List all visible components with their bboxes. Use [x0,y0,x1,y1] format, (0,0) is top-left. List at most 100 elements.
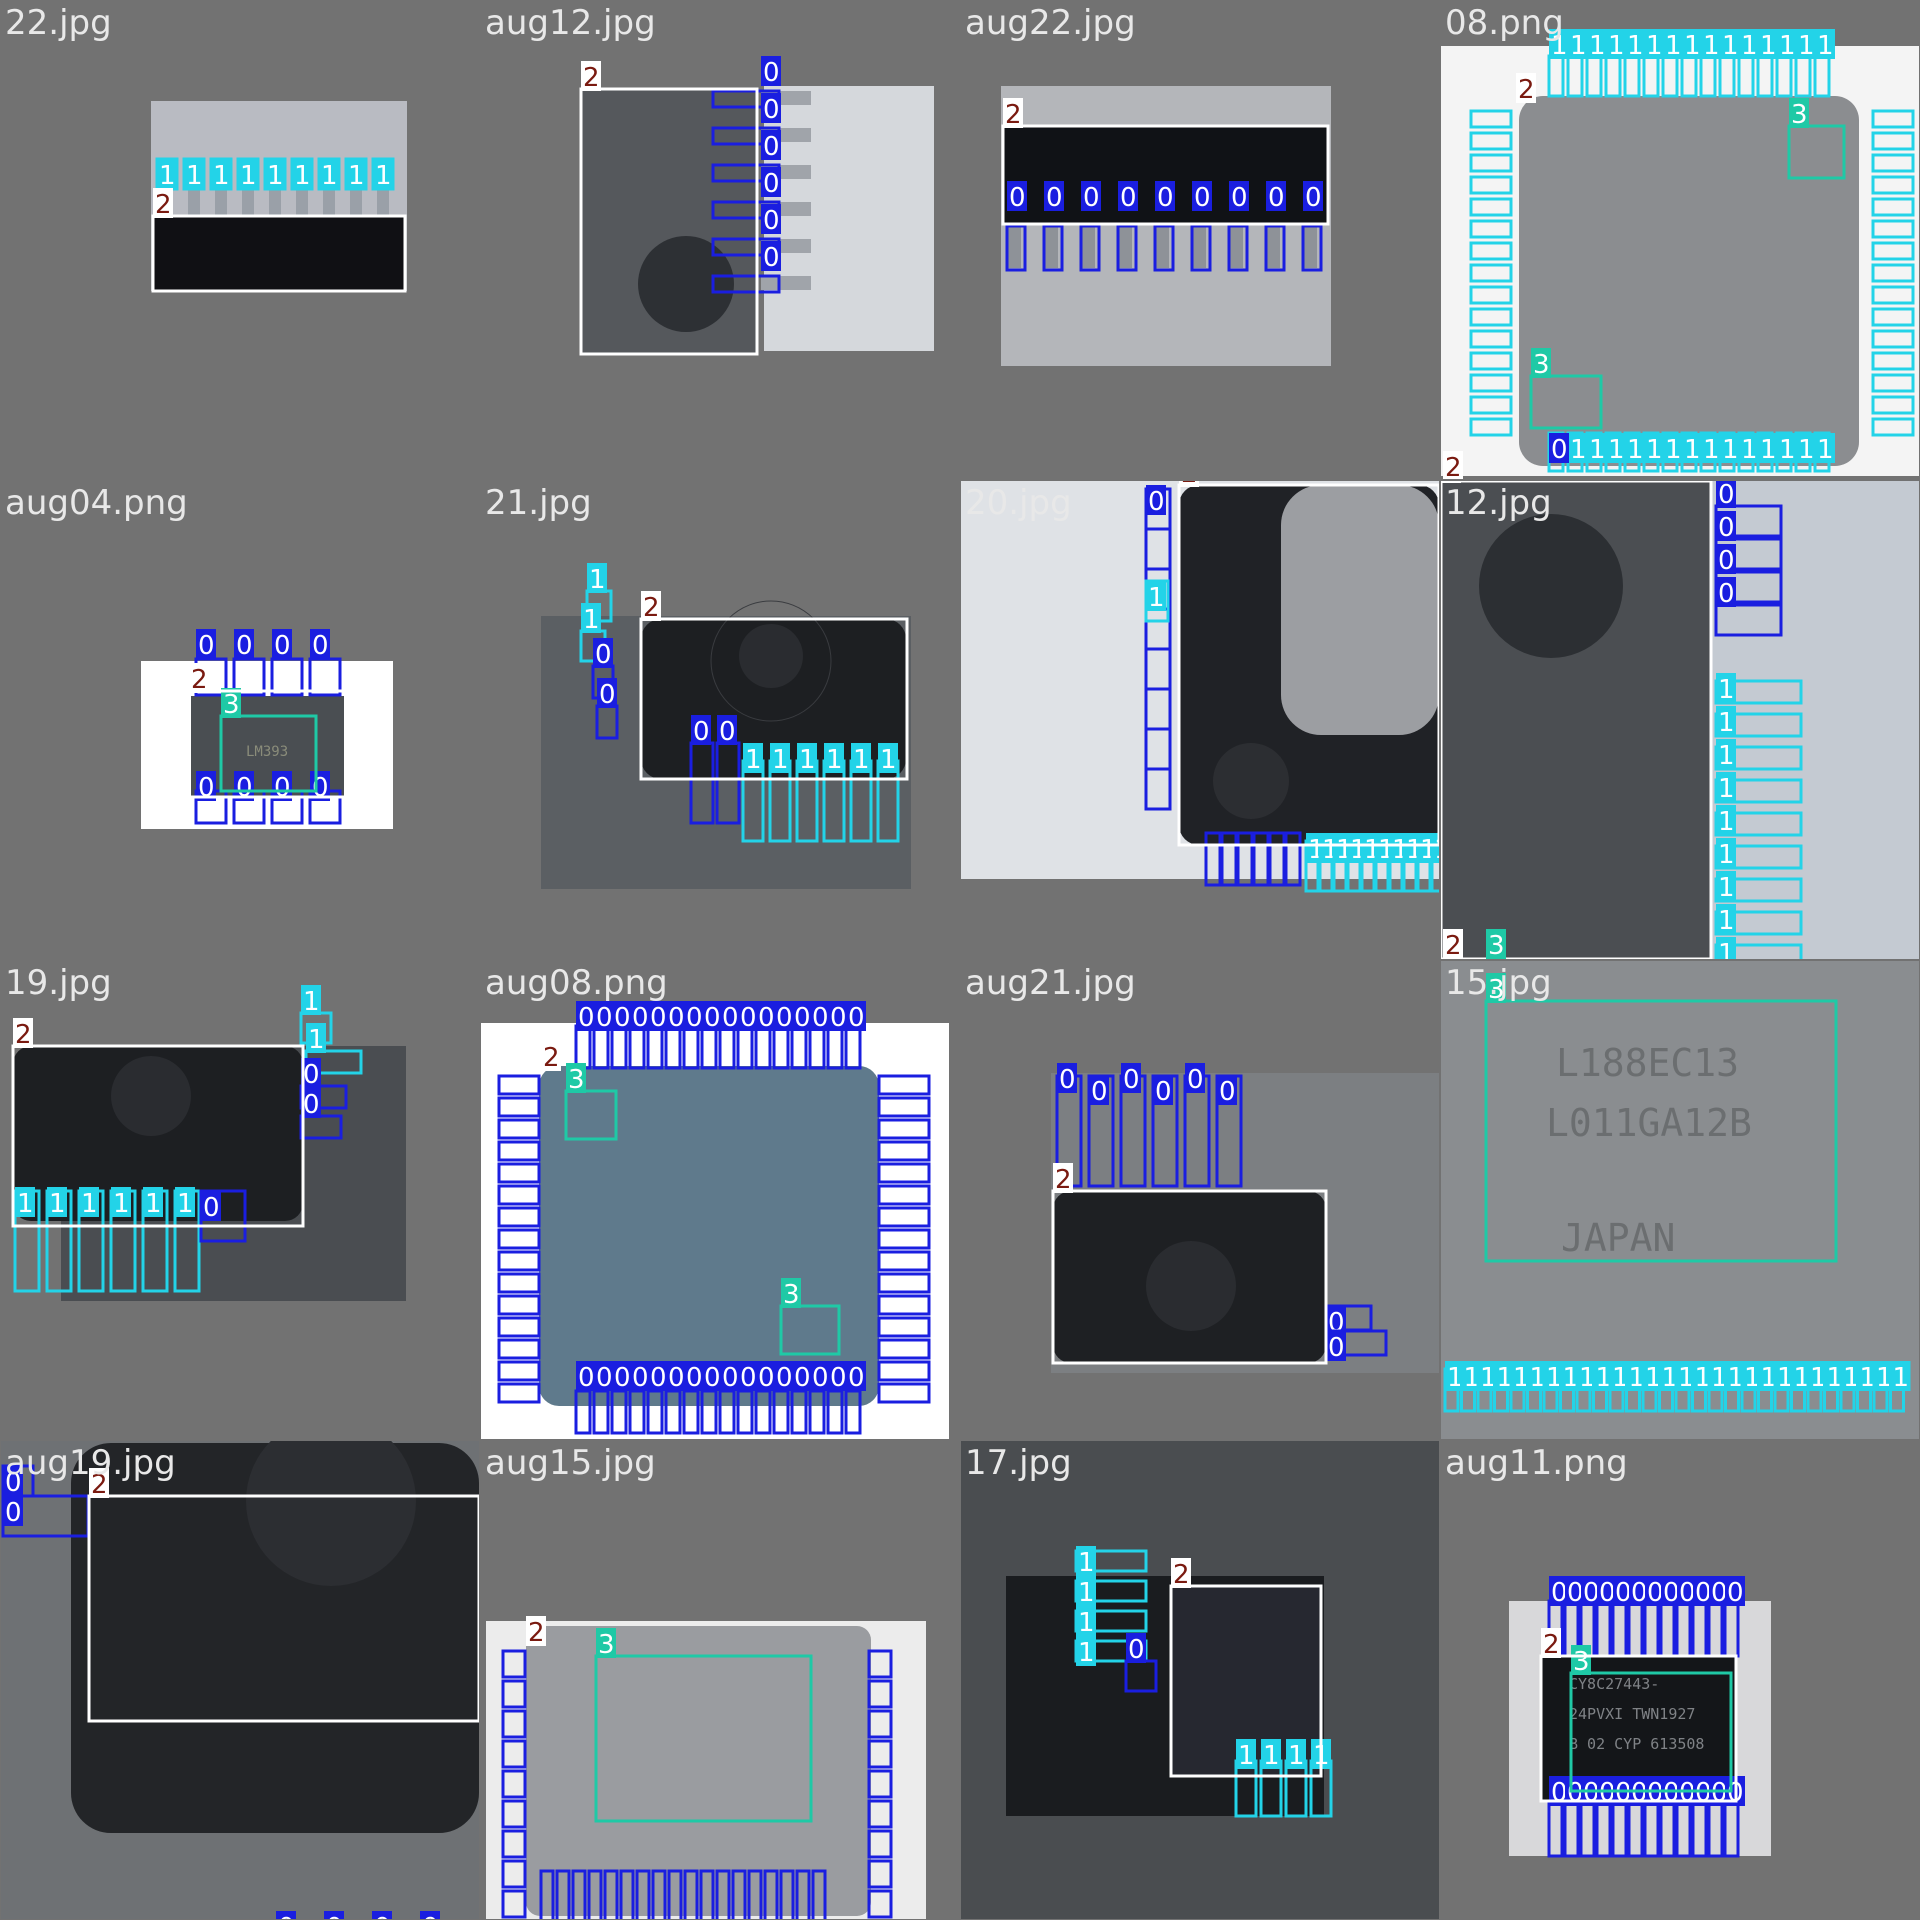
bbox-label: 0 [763,206,780,236]
bbox-tag-bg [196,629,216,659]
bbox-label: 3 [1573,1647,1590,1677]
bbox-tag-bg [1486,929,1506,959]
bbox-class-1 [1871,373,1915,393]
bbox-tag-bg [851,743,871,773]
bbox-label: 1 [1464,1363,1481,1393]
bbox-label: 1 [1718,774,1735,804]
bbox-tag-bg [89,1468,109,1498]
bbox-label: 1 [1078,1638,1095,1668]
bbox-label: 0 [5,1468,22,1498]
bbox-label: 1 [213,161,230,191]
bbox-label: 1 [113,1189,130,1219]
bbox-label: 3 [598,1630,615,1660]
bbox-label: 0 [1718,546,1735,576]
bbox-tag-bg [1076,1636,1096,1666]
bbox-tag-bg [1606,29,1626,59]
bbox-class-0 [1284,831,1302,887]
bbox-tag-bg [1531,348,1551,378]
bbox-class-0 [667,1869,683,1919]
tile-image-20: 0111111111112 [961,481,1439,893]
bbox-class-1 [1871,395,1915,415]
bbox-class-1 [1469,373,1513,393]
bbox-label: 0 [1268,183,1285,213]
bbox-tag-bg [566,1063,586,1093]
bbox-label: 0 [1194,183,1211,213]
bbox-label: 0 [1120,183,1137,213]
bbox-class-0 [867,1799,893,1829]
bbox-label: 1 [294,161,311,191]
bbox-label: 0 [312,631,329,661]
bbox-class-2 [151,214,407,293]
bbox-tag-bg [691,715,711,745]
bbox-label: 2 [1005,100,1022,130]
bbox-label: 2 [1518,75,1535,105]
bbox-class-3 [779,1304,841,1356]
bbox-label: 2 [583,63,600,93]
bbox-label: 0 [704,1363,721,1393]
bbox-tag-bg [265,159,285,189]
tile-aug11: CY8C27443- 24PVXI TWN1927 B 02 CYP 613508 0… [1441,1441,1919,1919]
chip-pin [1044,223,1058,268]
bbox-tag-bg [1118,181,1138,211]
bbox-label: 0 [1059,1065,1076,1095]
bbox-class-0 [501,1649,527,1679]
bbox-label: 1 [49,1189,66,1219]
tile-12: 0000111111111223 12.jpg [1441,481,1919,959]
bbox-class-2 [187,689,348,799]
bbox-class-0 [1116,224,1138,272]
bbox-tag-bg [1516,73,1536,103]
bbox-tag-bg [175,1187,195,1217]
bbox-tag-bg [238,159,258,189]
bbox-tag-bg [1044,181,1064,211]
bbox-class-3 [1787,124,1846,180]
bbox-label: 0 [776,1363,793,1393]
bbox-label: 1 [321,161,338,191]
chip-marking: LM393 [246,744,288,760]
bbox-label: 0 [632,1003,649,1033]
bbox-label: 2 [543,1043,560,1073]
bbox-tag-bg [1716,937,1736,959]
bbox-tag-bg [1486,973,1506,1003]
bbox-tag-bg [292,159,312,189]
bbox-tag-bg [1192,181,1212,211]
bbox-tag-bg [301,1058,321,1088]
bbox-class-2 [639,617,909,781]
bbox-label: 0 [578,1003,595,1033]
bbox-class-0 [715,1869,731,1919]
bbox-label: 1 [1078,1548,1095,1578]
bbox-tag-bg [1003,98,1023,128]
bbox-class-0 [497,1074,541,1096]
bbox-tag-bg [79,1187,99,1217]
bbox-label: 0 [1711,1578,1728,1608]
bbox-tag-bg [702,1361,722,1391]
bbox-tag-bg [1326,1331,1346,1361]
bbox-label: 1 [772,745,789,775]
bbox-tag-bg [1677,1576,1697,1606]
bbox-class-3 [1484,999,1838,1263]
bbox-label: 2 [1443,481,1460,485]
bbox-class-0 [867,1649,893,1679]
bbox-label: 0 [776,1003,793,1033]
bbox-tag-bg [1541,1628,1561,1658]
bbox-label: 0 [203,1193,220,1223]
bbox-label: 0 [596,1003,613,1033]
bbox-tag-bg [1571,1645,1591,1675]
bbox-tag-bg [189,663,209,693]
bbox-label: 0 [278,1913,295,1919]
bbox-tag-bg [810,1001,830,1031]
bbox-label: 1 [1480,1363,1497,1393]
bbox-class-0 [1236,831,1254,887]
bbox-tag-bg [1716,739,1736,769]
bbox-label: 1 [1684,31,1701,61]
bbox-tag-bg [1796,29,1816,59]
chip-marking: 24PVXI TWN1927 [1569,1705,1695,1723]
bbox-tag-bg [576,1361,596,1391]
bbox-class-0 [497,1316,541,1338]
bbox-label: 0 [1128,1635,1145,1665]
bbox-label: 1 [1893,1363,1910,1393]
bbox-class-2 [1169,1584,1323,1778]
bbox-tag-bg [846,1001,866,1031]
